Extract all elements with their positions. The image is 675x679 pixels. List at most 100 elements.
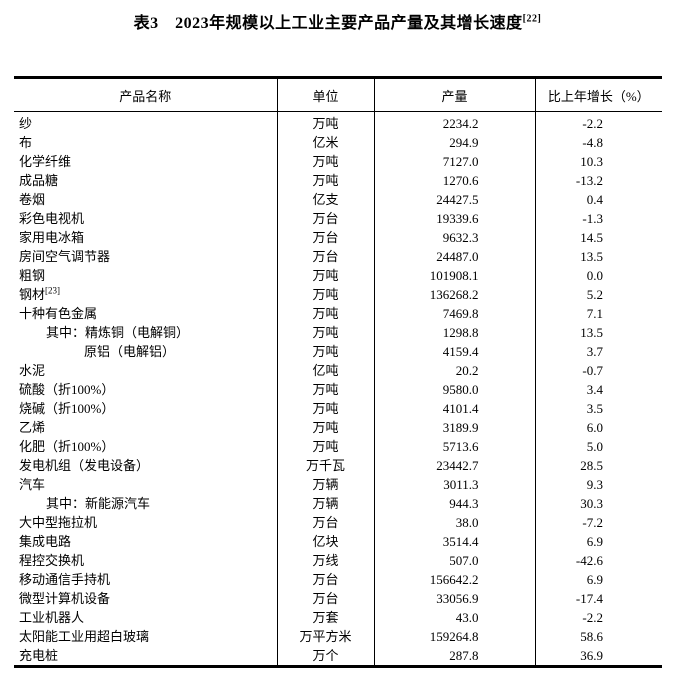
table-row: 房间空气调节器 万台 24487.0 13.5 xyxy=(14,247,662,266)
output-value-cell: 136268.2 xyxy=(374,285,536,304)
product-name-cell: 程控交换机 xyxy=(14,551,278,570)
product-name: 程控交换机 xyxy=(19,553,85,568)
growth-value-cell: 13.5 xyxy=(580,325,603,340)
unit-cell: 万千瓦 xyxy=(277,456,375,475)
product-name-cell: 纱 xyxy=(14,111,278,133)
product-name: 水泥 xyxy=(19,363,46,378)
product-name: 成品糖 xyxy=(19,173,59,188)
header-growth: 比上年增长（%） xyxy=(535,77,662,112)
table-row: 乙烯 万吨 3189.9 6.0 xyxy=(14,418,662,437)
unit-cell: 亿支 xyxy=(277,190,375,209)
growth-value-cell: 6.9 xyxy=(586,534,603,549)
product-name: 硫酸（折100%） xyxy=(19,382,115,397)
product-name-cell: 家用电冰箱 xyxy=(14,228,278,247)
product-name-cell: 化学纤维 xyxy=(14,152,278,171)
unit-cell: 万平方米 xyxy=(277,627,375,646)
product-name: 彩色电视机 xyxy=(19,211,85,226)
product-name: 纱 xyxy=(19,116,33,131)
unit-cell: 万台 xyxy=(277,589,375,608)
unit-cell: 万吨 xyxy=(277,380,375,399)
unit-cell: 万吨 xyxy=(277,342,375,361)
table-title: 表3 2023年规模以上工业主要产品产量及其增长速度[22] xyxy=(0,0,675,36)
output-value-cell: 287.8 xyxy=(374,646,536,667)
product-name-cell: 其中：新能源汽车 xyxy=(14,494,278,513)
growth-value-cell: -0.7 xyxy=(582,363,603,378)
table-row: 工业机器人 万套 43.0 -2.2 xyxy=(14,608,662,627)
growth-value-cell: -42.6 xyxy=(575,553,603,568)
product-name-cell: 微型计算机设备 xyxy=(14,589,278,608)
table-row: 化肥（折100%） 万吨 5713.6 5.0 xyxy=(14,437,662,456)
table-row: 汽车 万辆 3011.3 9.3 xyxy=(14,475,662,494)
table-row: 移动通信手持机 万台 156642.2 6.9 xyxy=(14,570,662,589)
growth-value-cell: 30.3 xyxy=(580,496,603,511)
growth-value-cell: 3.4 xyxy=(586,382,603,397)
output-value-cell: 5713.6 xyxy=(374,437,536,456)
table-row: 化学纤维 万吨 7127.0 10.3 xyxy=(14,152,662,171)
output-value-cell: 7127.0 xyxy=(374,152,536,171)
product-name-cell: 乙烯 xyxy=(14,418,278,437)
output-value-cell: 24487.0 xyxy=(374,247,536,266)
header-row: 产品名称 单位 产量 比上年增长（%） xyxy=(14,77,662,112)
unit-cell: 万台 xyxy=(277,228,375,247)
product-name-cell: 卷烟 xyxy=(14,190,278,209)
product-name: 原铝（电解铝） xyxy=(84,344,176,359)
header-unit: 单位 xyxy=(277,77,375,112)
unit-cell: 万辆 xyxy=(277,494,375,513)
table-row: 大中型拖拉机 万台 38.0 -7.2 xyxy=(14,513,662,532)
table-header: 产品名称 单位 产量 比上年增长（%） xyxy=(14,77,662,112)
growth-value-cell: -7.2 xyxy=(582,515,603,530)
growth-value-cell: 10.3 xyxy=(580,154,603,169)
growth-value-cell: 28.5 xyxy=(580,458,603,473)
product-name: 其中：新能源汽车 xyxy=(46,496,151,511)
product-name-cell: 十种有色金属 xyxy=(14,304,278,323)
product-name: 移动通信手持机 xyxy=(19,572,111,587)
product-name-cell: 彩色电视机 xyxy=(14,209,278,228)
growth-value-cell: 6.9 xyxy=(586,572,603,587)
output-value-cell: 3189.9 xyxy=(374,418,536,437)
output-value-cell: 19339.6 xyxy=(374,209,536,228)
unit-cell: 万吨 xyxy=(277,285,375,304)
product-name-cell: 发电机组（发电设备） xyxy=(14,456,278,475)
unit-cell: 万吨 xyxy=(277,171,375,190)
product-name-cell: 水泥 xyxy=(14,361,278,380)
table-row: 太阳能工业用超白玻璃 万平方米 159264.8 58.6 xyxy=(14,627,662,646)
product-name: 乙烯 xyxy=(19,420,46,435)
output-value-cell: 294.9 xyxy=(374,133,536,152)
table-row: 其中：新能源汽车 万辆 944.3 30.3 xyxy=(14,494,662,513)
table-row: 粗钢 万吨 101908.1 0.0 xyxy=(14,266,662,285)
unit-cell: 亿吨 xyxy=(277,361,375,380)
table-row: 钢材[23] 万吨 136268.2 5.2 xyxy=(14,285,662,304)
growth-value-cell: 58.6 xyxy=(580,629,603,644)
product-name-cell: 硫酸（折100%） xyxy=(14,380,278,399)
product-name: 家用电冰箱 xyxy=(19,230,85,245)
growth-value-cell: -1.3 xyxy=(582,211,603,226)
table-row: 硫酸（折100%） 万吨 9580.0 3.4 xyxy=(14,380,662,399)
table-row: 烧碱（折100%） 万吨 4101.4 3.5 xyxy=(14,399,662,418)
growth-value-cell: 0.4 xyxy=(586,192,603,207)
table-row: 彩色电视机 万台 19339.6 -1.3 xyxy=(14,209,662,228)
product-name: 化肥（折100%） xyxy=(19,439,115,454)
table-row: 程控交换机 万线 507.0 -42.6 xyxy=(14,551,662,570)
table-row: 发电机组（发电设备） 万千瓦 23442.7 28.5 xyxy=(14,456,662,475)
product-name: 汽车 xyxy=(19,477,46,492)
product-name: 布 xyxy=(19,135,33,150)
growth-value-cell: 5.0 xyxy=(586,439,603,454)
product-name: 烧碱（折100%） xyxy=(19,401,115,416)
unit-cell: 亿块 xyxy=(277,532,375,551)
product-name: 其中：精炼铜（电解铜） xyxy=(46,325,190,340)
output-value-cell: 156642.2 xyxy=(374,570,536,589)
output-value-cell: 159264.8 xyxy=(374,627,536,646)
growth-value-cell: 3.7 xyxy=(586,344,603,359)
table-row: 微型计算机设备 万台 33056.9 -17.4 xyxy=(14,589,662,608)
table-body: 纱万吨 2234.2 -2.2 布亿米 294.9 -4.8 化学纤维 万吨 7127.0 10.… xyxy=(14,111,662,667)
unit-cell: 万套 xyxy=(277,608,375,627)
growth-value-cell: 36.9 xyxy=(580,648,603,663)
output-value-cell: 2234.2 xyxy=(374,111,536,133)
product-name-cell: 钢材[23] xyxy=(14,285,278,304)
unit-cell: 亿米 xyxy=(277,133,375,152)
output-value-cell: 507.0 xyxy=(374,551,536,570)
unit-cell: 万吨 xyxy=(277,304,375,323)
unit-cell: 万线 xyxy=(277,551,375,570)
output-value-cell: 4101.4 xyxy=(374,399,536,418)
